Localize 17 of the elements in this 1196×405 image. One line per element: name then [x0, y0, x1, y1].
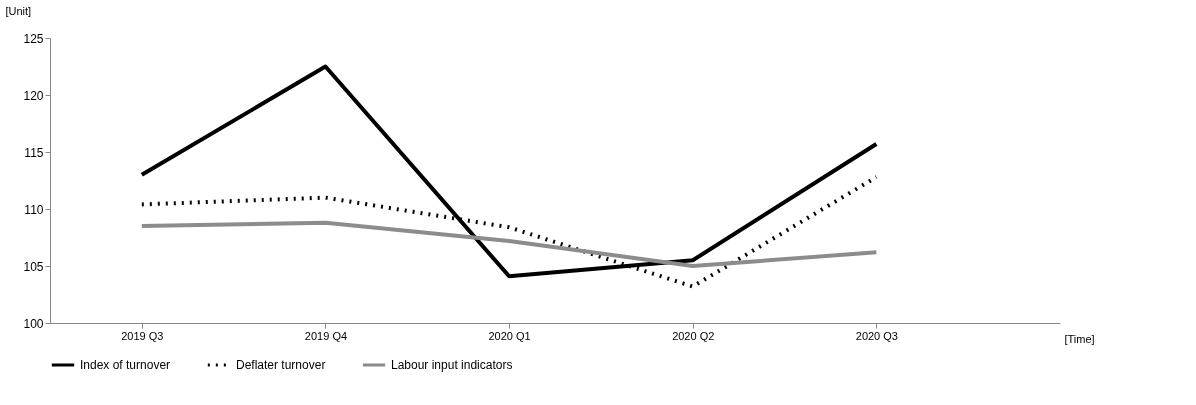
y-tick-label: 110 [24, 202, 44, 217]
x-tick-label: 2020 Q2 [672, 329, 715, 342]
x-tick-label: 2019 Q3 [121, 329, 164, 342]
y-tick-label: 100 [23, 316, 44, 331]
legend-label: Deflater turnover [236, 358, 326, 372]
y-axis-title: [Unit] [5, 4, 32, 17]
x-tick-label: 2020 Q3 [855, 329, 898, 342]
line-series [139, 220, 879, 268]
x-axis-title: [Time] [1064, 332, 1095, 345]
x-tick-label: 2020 Q1 [488, 329, 531, 342]
y-tick-label: 115 [24, 145, 44, 160]
legend-label: Labour input indicators [391, 358, 513, 372]
legend-label: Index of turnover [80, 358, 171, 372]
y-tick-label: 105 [23, 259, 44, 274]
x-tick-label: 2019 Q4 [304, 329, 348, 342]
y-tick-label: 120 [23, 88, 44, 103]
y-tick-label: 125 [23, 31, 44, 46]
